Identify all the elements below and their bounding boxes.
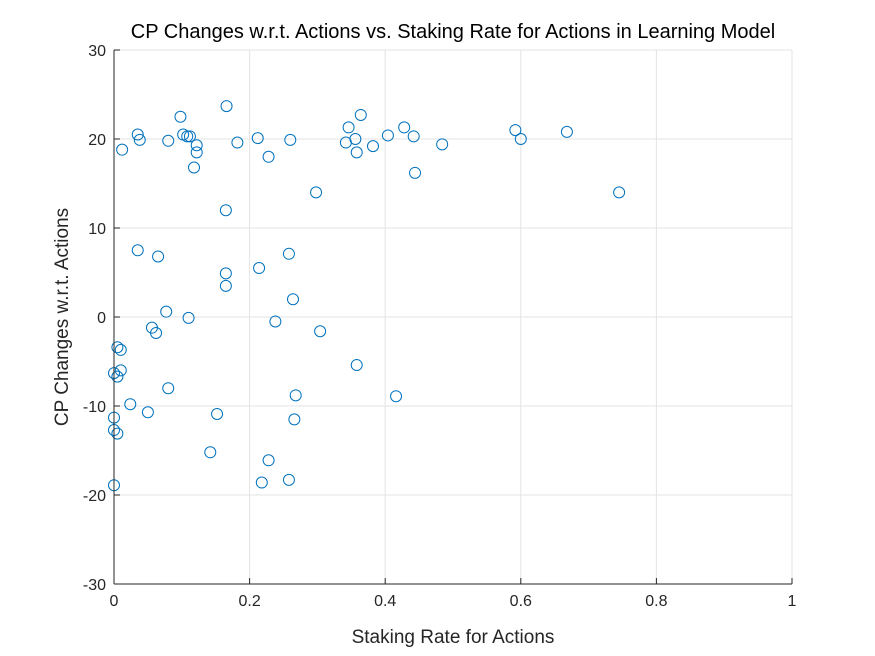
data-point: [613, 186, 626, 199]
data-point: [116, 143, 129, 156]
data-point: [219, 267, 232, 280]
x-tick-label: 1: [788, 593, 797, 610]
data-point: [349, 133, 362, 145]
data-point: [219, 279, 232, 292]
data-point: [190, 146, 203, 159]
axes: [113, 49, 793, 585]
data-point: [114, 343, 127, 356]
data-point: [350, 146, 363, 159]
data-point: [407, 130, 420, 143]
data-point: [131, 244, 144, 257]
data-point: [409, 166, 422, 179]
data-point: [124, 398, 137, 411]
x-axis-label: Staking Rate for Actions: [352, 627, 555, 648]
x-tick-label: 0.8: [645, 593, 667, 610]
data-point: [162, 382, 175, 395]
data-point: [141, 406, 154, 419]
x-tick-label: 0.4: [374, 593, 396, 610]
data-point: [220, 100, 233, 113]
y-tick-label: -20: [83, 488, 106, 505]
data-point: [114, 364, 127, 377]
data-point: [288, 413, 301, 426]
data-point: [342, 121, 355, 134]
data-point: [350, 359, 363, 372]
data-point: [181, 130, 194, 143]
data-point: [253, 262, 266, 275]
data-point: [182, 311, 195, 324]
data-point: [381, 129, 394, 142]
data-point: [560, 125, 573, 138]
data-point: [162, 134, 175, 147]
data-point: [133, 133, 146, 146]
grid: [113, 49, 793, 585]
data-point: [354, 108, 367, 121]
data-point: [284, 133, 297, 146]
data-point: [190, 139, 203, 152]
data-point: [152, 250, 165, 263]
data-point: [188, 161, 201, 174]
data-point: [231, 136, 244, 149]
data-point: [211, 408, 224, 421]
data-point: [390, 390, 403, 403]
y-axis-label: CP Changes w.r.t. Actions: [52, 208, 73, 426]
y-tick-label: 0: [97, 310, 106, 327]
data-point: [289, 389, 302, 402]
y-tick-label: -30: [83, 577, 106, 594]
data-point: [262, 454, 275, 467]
data-point: [514, 133, 527, 145]
data-point: [111, 370, 124, 383]
y-tick-label: 30: [88, 43, 106, 60]
x-tick-label: 0: [110, 593, 119, 610]
data-point: [251, 132, 264, 145]
data-point: [282, 247, 295, 260]
x-tick-label: 0.2: [238, 593, 260, 610]
data-point: [282, 473, 295, 486]
data-point: [174, 110, 187, 123]
data-point: [286, 293, 299, 306]
data-point: [269, 315, 282, 328]
data-point: [111, 427, 124, 440]
data-point: [183, 130, 196, 143]
data-point: [219, 204, 232, 217]
y-tick-label: -10: [83, 399, 106, 416]
data-point: [160, 305, 173, 318]
data-point: [436, 138, 449, 151]
y-tick-label: 20: [88, 132, 106, 149]
tick-labels: 0 0.2 0.4 0.6 0.8 1 -30 -20 -10 0 10 20 30: [83, 43, 797, 610]
chart-title: CP Changes w.r.t. Actions vs. Staking Ra…: [131, 21, 775, 43]
data-point: [111, 341, 124, 354]
data-point: [255, 476, 268, 489]
data-point: [366, 140, 379, 153]
data-point: [398, 121, 411, 134]
data-point: [509, 124, 522, 137]
x-tick-label: 0.6: [510, 593, 532, 610]
data-point: [310, 186, 323, 199]
y-tick-label: 10: [88, 221, 106, 238]
data-point: [314, 325, 327, 338]
data-point: [150, 327, 163, 340]
data-point: [204, 446, 217, 459]
data-point: [131, 128, 144, 141]
data-point: [262, 150, 275, 163]
